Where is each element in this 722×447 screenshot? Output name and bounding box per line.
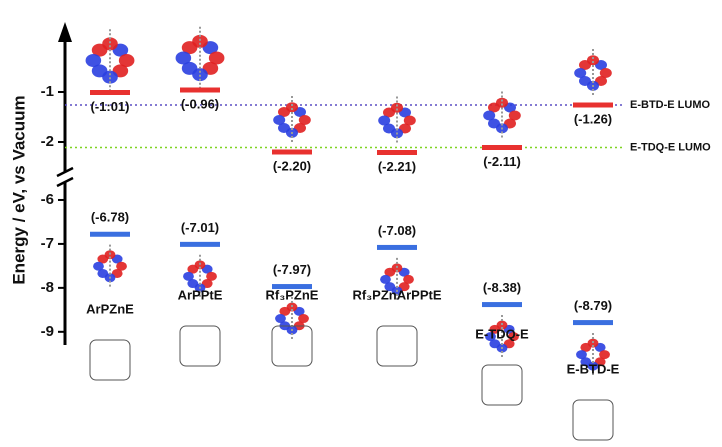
structure — [271, 325, 313, 367]
orbital-lobe — [192, 34, 208, 48]
structure — [376, 325, 418, 367]
orbital-lobe — [599, 350, 610, 360]
lumo-level — [272, 149, 312, 155]
orbital-lobe — [587, 55, 599, 66]
lumo-label: (-1:01) — [90, 99, 129, 114]
y-tick-label: -6 — [41, 191, 54, 208]
homo-label: (-8.79) — [574, 298, 612, 313]
homo-label: (-7.01) — [181, 220, 219, 235]
orbital-lobe — [403, 115, 416, 126]
homo-level — [272, 284, 312, 290]
orbital-lobe — [496, 320, 508, 330]
homo-label: (-8.38) — [483, 280, 521, 295]
orbital-lobe — [508, 110, 521, 121]
category-label: E-BTD-E — [567, 361, 620, 376]
category-label: ArPZnE — [86, 301, 134, 316]
orbital-lobe — [116, 261, 127, 271]
lumo-level — [180, 87, 220, 93]
homo-level — [377, 244, 417, 250]
lumo-level — [377, 150, 417, 155]
homo-level — [180, 241, 220, 247]
axis-break — [56, 166, 74, 178]
orbital-lobe — [102, 37, 118, 51]
category-label: ArPPtE — [178, 287, 223, 302]
orbital-lobe — [298, 115, 311, 125]
lumo-label: (-2.11) — [483, 154, 521, 169]
orbital-lobe — [118, 54, 135, 67]
lumo-level — [573, 102, 613, 108]
lumo-level — [90, 90, 130, 95]
y-tick-label: -8 — [41, 279, 54, 296]
orbital-lobe — [286, 302, 298, 312]
reference-label: E-TDQ-E LUMO — [630, 141, 711, 153]
orbital-lobe — [403, 274, 414, 284]
y-tick-label: -2 — [41, 133, 54, 150]
orbital-lobe — [574, 68, 587, 78]
orbital-lobe — [576, 350, 587, 360]
structure — [179, 325, 221, 367]
orbital-lobe — [286, 102, 298, 113]
orbital-lobe — [483, 110, 496, 121]
category-label: Rf₃PZnE — [266, 287, 319, 302]
orbital-lobe — [104, 250, 116, 260]
category-label: E-TDQ-E — [475, 326, 529, 341]
homo-level — [482, 302, 522, 308]
lumo-label: (-2.20) — [273, 158, 311, 173]
axis-arrow — [58, 22, 72, 42]
orbital-lobe — [378, 115, 391, 126]
orbital-lobe — [380, 274, 391, 284]
orbital-lobe — [273, 115, 286, 125]
y-tick-label: -9 — [41, 323, 54, 340]
structure — [572, 399, 614, 441]
orbital-lobe — [175, 51, 192, 65]
homo-level — [90, 231, 130, 237]
orbital-lobe — [206, 271, 217, 281]
orbital-lobe — [587, 338, 599, 348]
orbital-lobe — [102, 70, 118, 84]
orbital-lobe — [508, 332, 519, 342]
axis-break — [56, 176, 74, 188]
lumo-label: (-0.96) — [181, 96, 219, 111]
orbital-lobe — [298, 314, 309, 324]
lumo-label: (-1.26) — [574, 111, 612, 126]
orbital-lobe — [208, 51, 225, 65]
y-axis-label: Energy / eV, vs Vacuum — [9, 95, 28, 284]
lumo-label: (-2.21) — [378, 159, 416, 174]
homo-label: (-6.78) — [91, 210, 129, 225]
orbital-lobe — [194, 260, 206, 270]
orbital-lobe — [485, 332, 496, 342]
orbital-lobe — [275, 314, 286, 324]
lumo-level — [482, 145, 522, 150]
orbital-lobe — [391, 263, 403, 273]
y-tick-label: -1 — [41, 83, 54, 100]
orbital-lobe — [85, 54, 102, 67]
homo-label: (-7.08) — [378, 223, 416, 238]
axis-break-gap — [58, 172, 72, 182]
orbital-lobe — [183, 271, 194, 281]
reference-label: E-BTD-E LUMO — [630, 99, 710, 111]
orbital-lobe — [496, 97, 508, 108]
homo-label: (-7.97) — [273, 262, 311, 277]
orbital-lobe — [391, 102, 403, 113]
structure — [481, 364, 523, 406]
orbital-lobe — [192, 68, 208, 82]
y-tick-label: -7 — [41, 235, 54, 252]
structure — [89, 339, 131, 381]
category-label: Rf₃PZnArPPtE — [352, 287, 441, 302]
orbital-lobe — [93, 261, 104, 271]
orbital-lobe — [599, 68, 612, 78]
homo-level — [573, 320, 613, 326]
